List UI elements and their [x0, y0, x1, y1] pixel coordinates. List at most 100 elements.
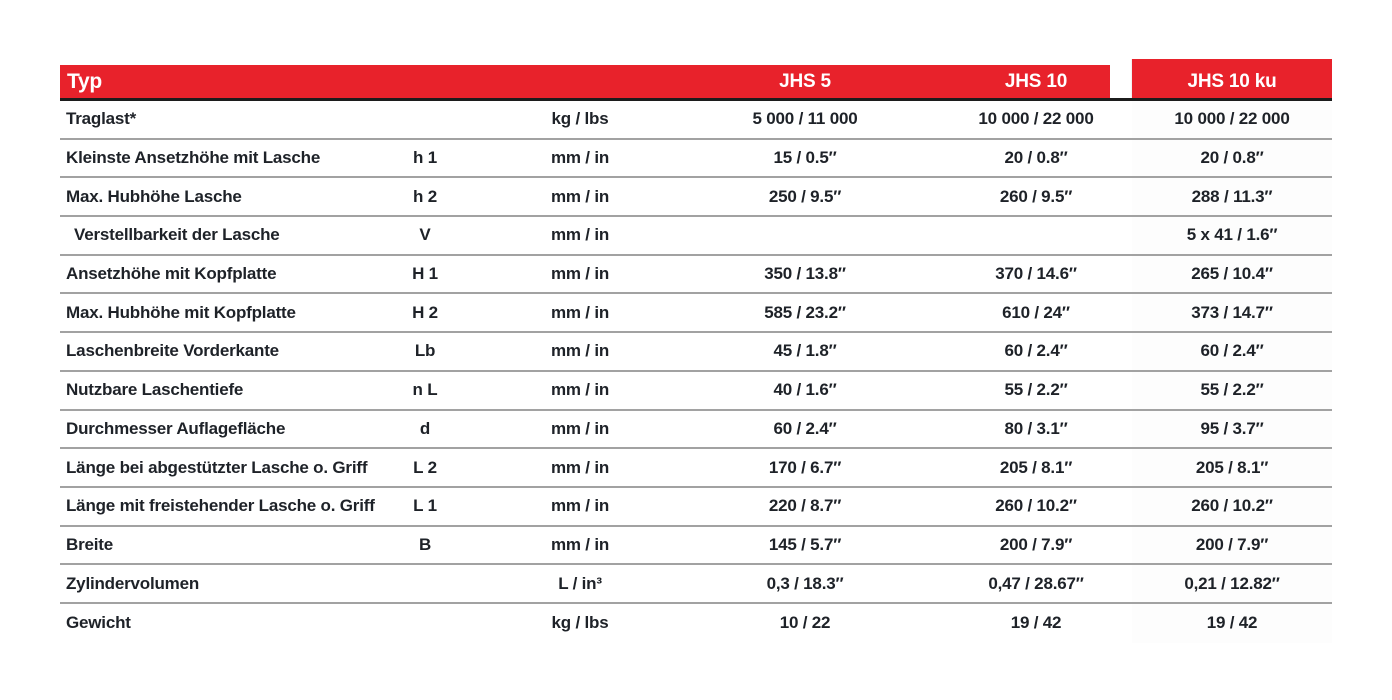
cell-jhs5: 585 / 23.2″ [764, 302, 846, 322]
cell-jhs5: 15 / 0.5″ [773, 148, 837, 168]
row-label: Durchmesser Auflagefläche [66, 418, 286, 438]
cell-jhs10: 19 / 42 [1010, 613, 1062, 633]
row-unit: mm / in [550, 264, 610, 284]
row-label: Länge bei abgestützter Lasche o. Griff [66, 457, 368, 477]
row-symbol: V [419, 225, 431, 245]
row-unit: mm / in [550, 496, 610, 516]
cell-jhs10: 55 / 2.2″ [1004, 380, 1068, 400]
row-label: Ansetzhöhe mit Kopfplatte [66, 264, 277, 284]
cell-jhs10ku: 10 000 / 22 000 [1132, 101, 1332, 138]
table-header-bar: Typ JHS 5 JHS 10 [60, 65, 1110, 98]
row-symbol [360, 604, 490, 643]
row-label: Verstellbarkeit der Lasche [74, 225, 280, 245]
table-row: Traglast* kg / lbs 5 000 / 11 000 10 000… [60, 101, 1332, 140]
cell-jhs10ku: 20 / 0.8″ [1132, 139, 1332, 177]
cell-jhs10ku: 55 / 2.2″ [1132, 371, 1332, 409]
header-underline [60, 98, 1332, 101]
table-row: Länge bei abgestützter Lasche o. Griff L… [60, 449, 1332, 488]
cell-jhs10ku: 288 / 11.3″ [1132, 178, 1332, 216]
row-unit: mm / in [550, 186, 610, 206]
row-unit: mm / in [550, 225, 610, 245]
cell-jhs5: 40 / 1.6″ [773, 380, 837, 400]
cell-jhs10ku: 373 / 14.7″ [1132, 294, 1332, 332]
cell-jhs10ku: 0,21 / 12.82″ [1132, 565, 1332, 602]
cell-jhs5: 45 / 1.8″ [773, 341, 837, 361]
header-typ-label: Typ [67, 69, 102, 93]
row-symbol: d [419, 418, 431, 438]
row-symbol: Lb [414, 341, 436, 361]
cell-jhs5: 60 / 2.4″ [773, 418, 837, 438]
cell-jhs10ku: 60 / 2.4″ [1132, 333, 1332, 370]
row-symbol: B [418, 534, 432, 554]
cell-jhs5: 220 / 8.7″ [768, 496, 842, 516]
row-unit: kg / lbs [551, 613, 609, 633]
row-unit: mm / in [550, 148, 610, 168]
row-label: Max. Hubhöhe Lasche [66, 186, 242, 206]
table-row: Zylindervolumen L / in³ 0,3 / 18.3″ 0,47… [60, 565, 1332, 604]
row-unit: mm / in [550, 341, 610, 361]
row-symbol [360, 101, 490, 138]
cell-jhs10: 205 / 8.1″ [999, 457, 1073, 477]
cell-jhs5: 145 / 5.7″ [768, 534, 842, 554]
table-row: Kleinste Ansetzhöhe mit Lasche h 1 mm / … [60, 139, 1332, 179]
cell-jhs10 [940, 217, 1132, 254]
table-row: Nutzbare Laschentiefe n L mm / in 40 / 1… [60, 371, 1332, 411]
row-symbol: H 1 [412, 264, 438, 284]
cell-jhs10: 370 / 14.6″ [995, 264, 1077, 284]
row-label: Laschenbreite Vorderkante [66, 341, 279, 361]
cell-jhs10: 260 / 10.2″ [995, 496, 1077, 516]
row-unit: mm / in [550, 457, 610, 477]
cell-jhs10: 80 / 3.1″ [1004, 418, 1068, 438]
cell-jhs10ku: 205 / 8.1″ [1132, 449, 1332, 486]
header-col-jhs10ku: JHS 10 ku [1187, 70, 1277, 92]
cell-jhs10: 260 / 9.5″ [999, 186, 1073, 206]
row-symbol: H 2 [412, 302, 438, 322]
row-label: Traglast* [66, 109, 137, 129]
cell-jhs10: 20 / 0.8″ [1004, 148, 1068, 168]
cell-jhs5: 350 / 13.8″ [764, 264, 846, 284]
header-col-jhs10: JHS 10 [1004, 70, 1068, 92]
header-col-jhs10ku-block: JHS 10 ku [1132, 59, 1332, 98]
table-row: Laschenbreite Vorderkante Lb mm / in 45 … [60, 333, 1332, 372]
cell-jhs10ku: 200 / 7.9″ [1132, 526, 1332, 564]
row-label: Kleinste Ansetzhöhe mit Lasche [66, 148, 321, 168]
row-symbol [360, 565, 490, 602]
table-row: Verstellbarkeit der Lasche V mm / in 5 x… [60, 217, 1332, 256]
row-symbol: n L [412, 380, 438, 400]
row-unit: L / in³ [558, 573, 602, 593]
row-unit: mm / in [550, 534, 610, 554]
cell-jhs5: 170 / 6.7″ [768, 457, 842, 477]
cell-jhs5 [670, 217, 940, 254]
cell-jhs10ku: 19 / 42 [1132, 603, 1332, 643]
cell-jhs10: 200 / 7.9″ [999, 534, 1073, 554]
cell-jhs5: 250 / 9.5″ [768, 186, 842, 206]
cell-jhs10ku: 95 / 3.7″ [1132, 410, 1332, 448]
row-label: Zylindervolumen [66, 573, 200, 593]
cell-jhs5: 10 / 22 [779, 613, 831, 633]
table-row: Max. Hubhöhe Lasche h 2 mm / in 250 / 9.… [60, 178, 1332, 218]
cell-jhs10ku: 5 x 41 / 1.6″ [1132, 217, 1332, 254]
row-label: Gewicht [66, 613, 131, 633]
cell-jhs5: 5 000 / 11 000 [752, 109, 858, 129]
cell-jhs5: 0,3 / 18.3″ [766, 573, 844, 593]
table-row: Länge mit freistehender Lasche o. Griff … [60, 487, 1332, 527]
row-symbol: L 1 [413, 496, 437, 516]
row-label: Länge mit freistehender Lasche o. Griff [66, 496, 375, 516]
cell-jhs10: 60 / 2.4″ [1004, 341, 1068, 361]
cell-jhs10: 10 000 / 22 000 [978, 109, 1094, 129]
cell-jhs10ku: 265 / 10.4″ [1132, 255, 1332, 293]
row-unit: mm / in [550, 418, 610, 438]
table-row: Gewicht kg / lbs 10 / 22 19 / 42 19 / 42 [60, 603, 1332, 643]
row-unit: mm / in [550, 380, 610, 400]
row-symbol: h 1 [413, 148, 437, 168]
row-symbol: h 2 [413, 186, 437, 206]
table-body: Traglast* kg / lbs 5 000 / 11 000 10 000… [60, 101, 1332, 643]
table-row: Max. Hubhöhe mit Kopfplatte H 2 mm / in … [60, 294, 1332, 334]
row-label: Breite [66, 534, 113, 554]
cell-jhs10: 0,47 / 28.67″ [988, 573, 1084, 593]
row-symbol: L 2 [413, 457, 437, 477]
row-label: Nutzbare Laschentiefe [66, 380, 244, 400]
table-row: Ansetzhöhe mit Kopfplatte H 1 mm / in 35… [60, 255, 1332, 295]
row-label: Max. Hubhöhe mit Kopfplatte [66, 302, 296, 322]
